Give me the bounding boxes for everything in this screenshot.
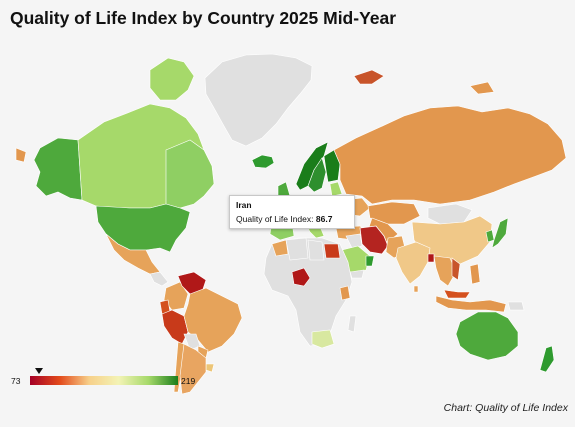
country-greenland[interactable] (204, 53, 313, 147)
legend-min-label: 73 (11, 376, 21, 386)
world-map (15, 53, 567, 395)
country-russia-arctic-2[interactable] (469, 81, 495, 95)
country-nigeria[interactable] (291, 267, 311, 287)
country-canada-arctic[interactable] (149, 57, 195, 101)
country-argentina[interactable] (179, 343, 207, 395)
country-algeria[interactable] (285, 237, 309, 261)
legend-marker-icon (35, 368, 44, 374)
country-central-america[interactable] (149, 271, 169, 287)
country-philippines[interactable] (469, 263, 481, 285)
country-mongolia[interactable] (427, 203, 473, 225)
country-indonesia[interactable] (435, 295, 507, 313)
country-alaska[interactable] (33, 137, 83, 201)
country-sweden[interactable] (307, 157, 327, 193)
country-libya[interactable] (307, 239, 325, 261)
country-russia-east-edge[interactable] (15, 147, 27, 163)
country-south-africa[interactable] (311, 329, 335, 349)
country-bolivia[interactable] (183, 333, 201, 351)
country-uae[interactable] (365, 255, 375, 267)
country-southeast-asia[interactable] (433, 255, 457, 287)
country-russia-arctic[interactable] (353, 69, 385, 85)
map-tooltip: Iran Quality of Life Index: 86.7 (229, 195, 355, 229)
country-sri-lanka[interactable] (413, 285, 419, 293)
legend-color-scale (30, 376, 178, 385)
country-iraq[interactable] (345, 233, 363, 249)
country-png[interactable] (507, 301, 525, 311)
country-vietnam[interactable] (451, 257, 461, 281)
country-peru[interactable] (161, 309, 189, 345)
country-brazil[interactable] (183, 287, 243, 353)
chart-source: Chart: Quality of Life Index (443, 402, 568, 414)
country-japan[interactable] (491, 217, 509, 249)
country-kenya[interactable] (339, 285, 351, 301)
country-iran[interactable] (359, 225, 389, 255)
country-malaysia[interactable] (443, 289, 471, 299)
country-new-zealand[interactable] (539, 345, 555, 373)
country-bangladesh[interactable] (427, 253, 435, 263)
tooltip-label: Quality of Life Index: (236, 214, 314, 224)
tooltip-value: 86.7 (315, 214, 333, 224)
country-uruguay[interactable] (205, 363, 215, 373)
country-india[interactable] (395, 241, 431, 285)
legend-max-label: 219 (181, 376, 196, 386)
country-egypt[interactable] (323, 243, 341, 259)
tooltip-country: Iran (236, 200, 252, 210)
country-colombia[interactable] (163, 281, 189, 311)
country-australia[interactable] (455, 311, 519, 361)
country-canada-east[interactable] (165, 139, 215, 209)
country-madagascar[interactable] (347, 315, 357, 333)
tooltip-row: Quality of Life Index: 86.7 (236, 214, 348, 224)
chart-title: Quality of Life Index by Country 2025 Mi… (10, 8, 397, 28)
country-iceland[interactable] (251, 154, 275, 169)
country-baltics[interactable] (329, 181, 343, 197)
country-yemen[interactable] (349, 269, 365, 279)
country-russia[interactable] (333, 105, 567, 205)
country-usa[interactable] (95, 203, 191, 253)
country-morocco[interactable] (271, 239, 289, 257)
